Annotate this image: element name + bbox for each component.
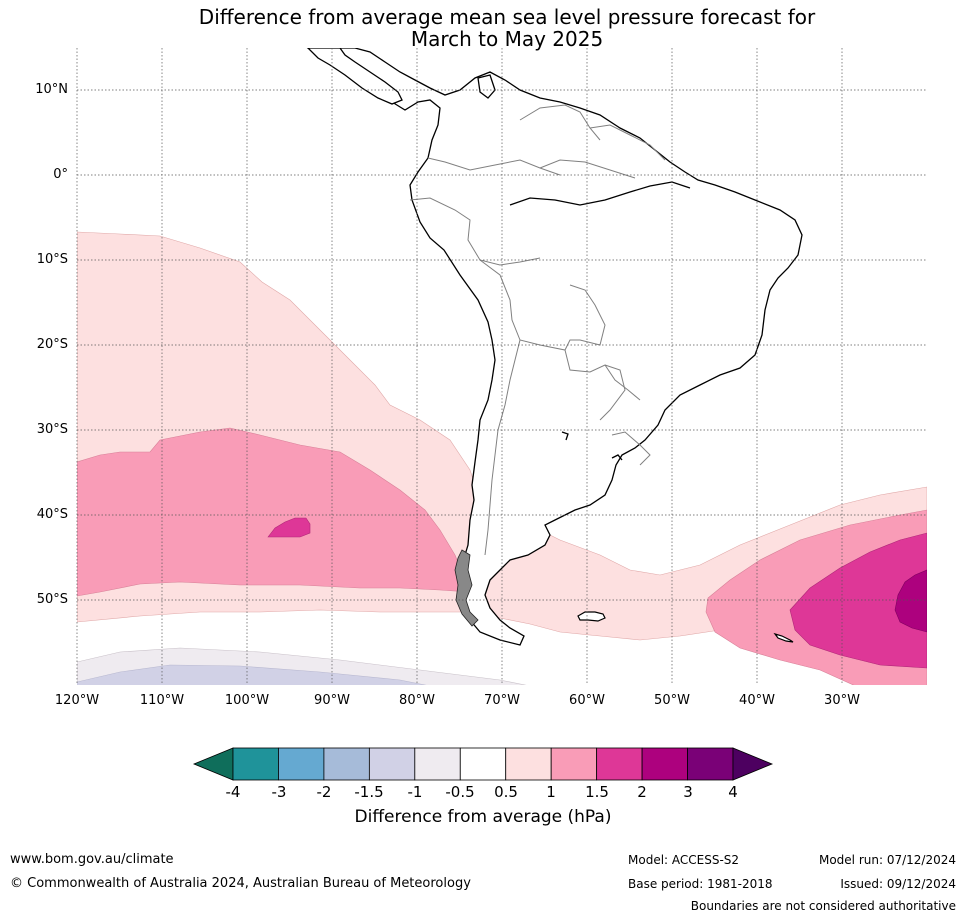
colorbar-swatch <box>687 747 734 781</box>
contour-pos-1-pacific <box>77 427 471 597</box>
falkland-islands <box>577 611 606 622</box>
footer-issued: Issued: 09/12/2024 <box>840 877 956 891</box>
contour-neg-1-5 <box>77 664 427 685</box>
lat-label-10n: 10°N <box>35 82 68 97</box>
colorbar-swatch <box>323 747 370 781</box>
colorbar-swatch <box>414 747 461 781</box>
title-line-2: March to May 2025 <box>410 27 604 51</box>
lon-label-30w: 30°W <box>824 693 860 708</box>
footer-website: www.bom.gov.au/climate <box>10 852 174 867</box>
colorbar-tick: 2 <box>637 783 647 801</box>
colorbar-swatch <box>278 747 325 781</box>
colorbar-tick: -3 <box>271 783 287 801</box>
colorbar-swatch <box>459 747 507 781</box>
map-title: Difference from average mean sea level p… <box>0 6 965 50</box>
colorbar-title: Difference from average (hPa) <box>354 807 612 827</box>
colorbar-tick: -2 <box>316 783 332 801</box>
colorbar-tick: -0.5 <box>445 783 475 801</box>
colorbar-swatch <box>641 747 688 781</box>
south-georgia <box>773 632 794 643</box>
colorbar-tick: 1.5 <box>585 783 609 801</box>
lon-label-60w: 60°W <box>569 693 605 708</box>
colorbar-arrow-high <box>732 747 774 781</box>
colorbar-tick: 0.5 <box>494 783 518 801</box>
colorbar-arrow-low <box>192 747 234 781</box>
lat-label-50s: 50°S <box>36 592 68 607</box>
lat-label-0: 0° <box>53 167 68 182</box>
colorbar-swatch <box>550 747 598 781</box>
colorbar-tick: -1 <box>407 783 423 801</box>
graticule <box>76 48 927 685</box>
contour-pos-1-5-pacific <box>267 517 311 538</box>
colorbar-swatch <box>368 747 416 781</box>
footer-disclaimer: Boundaries are not considered authoritat… <box>690 899 956 913</box>
footer-base-period: Base period: 1981-2018 <box>628 877 773 891</box>
colorbar-swatch <box>596 747 643 781</box>
footer-model-run: Model run: 07/12/2024 <box>818 853 956 867</box>
colorbar-tick: 3 <box>683 783 693 801</box>
colorbar-tick: 4 <box>728 783 738 801</box>
colorbar-tick: 1 <box>546 783 556 801</box>
title-line-1: Difference from average mean sea level p… <box>198 5 816 29</box>
colorbar-swatch <box>232 747 279 781</box>
lon-label-50w: 50°W <box>654 693 690 708</box>
lon-label-70w: 70°W <box>484 693 520 708</box>
contour-pos-2-atlantic <box>894 569 927 633</box>
south-america-land <box>306 48 803 646</box>
footer-copyright: © Commonwealth of Australia 2024, Austra… <box>10 876 471 891</box>
lat-label-10s: 10°S <box>36 252 68 267</box>
lon-label-100w: 100°W <box>224 693 270 708</box>
footer-model: Model: ACCESS-S2 <box>628 853 740 867</box>
colorbar <box>192 747 774 781</box>
country-boundaries <box>409 104 666 556</box>
lon-label-120w: 120°W <box>54 693 100 708</box>
colorbar-tick: -1.5 <box>354 783 384 801</box>
colorbar-swatch <box>505 747 552 781</box>
contour-pos-1-5-atlantic <box>789 532 927 669</box>
lon-label-90w: 90°W <box>314 693 350 708</box>
lat-label-30s: 30°S <box>36 422 68 437</box>
colorbar-tick: -4 <box>225 783 241 801</box>
lon-label-110w: 110°W <box>139 693 185 708</box>
lat-label-20s: 20°S <box>36 337 68 352</box>
lat-label-40s: 40°S <box>36 507 68 522</box>
chile-archipelago <box>454 549 479 627</box>
lon-label-80w: 80°W <box>399 693 435 708</box>
lon-label-40w: 40°W <box>739 693 775 708</box>
